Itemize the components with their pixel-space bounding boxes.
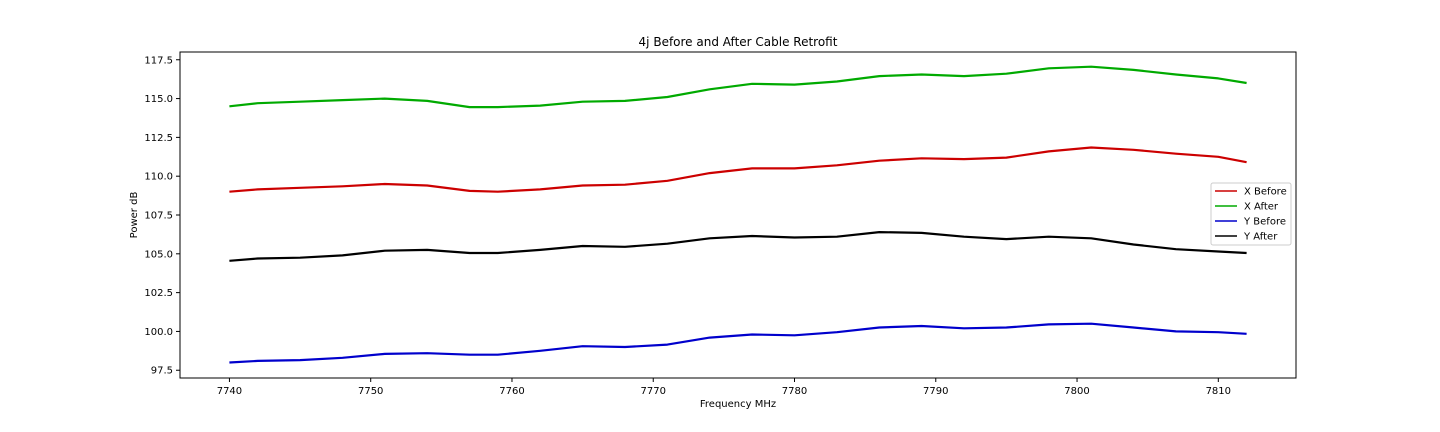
y-tick-label: 100.0 [144, 327, 173, 338]
series-layer [229, 65, 1247, 364]
y-tick-label: 117.5 [144, 55, 173, 66]
series-line-3 [229, 231, 1247, 262]
x-tick-label: 7750 [358, 386, 383, 397]
y-tick-label: 115.0 [144, 94, 173, 105]
legend: X Before X After Y Before Y After [1210, 182, 1292, 246]
legend-box [1210, 182, 1292, 246]
legend-label: Y Before [1243, 217, 1286, 228]
y-tick-label: 105.0 [144, 249, 173, 260]
series-line-0 [229, 146, 1247, 193]
x-tick-label: 7760 [499, 386, 524, 397]
y-axis: 97.5 100.0 102.5 105.0 107.5 110.0 112.5 115.0 1… [144, 55, 180, 377]
chart-title: 4j Before and After Cable Retrofit [639, 35, 838, 49]
y-tick-label: 97.5 [151, 366, 173, 377]
x-tick-label: 7740 [217, 386, 242, 397]
legend-label: X Before [1244, 187, 1287, 198]
y-tick-label: 102.5 [144, 288, 173, 299]
x-tick-label: 7800 [1064, 386, 1089, 397]
x-tick-label: 7790 [923, 386, 948, 397]
x-tick-label: 7770 [641, 386, 666, 397]
legend-label: Y After [1243, 232, 1278, 243]
legend-label: X After [1244, 202, 1279, 213]
y-axis-label: Power dB [129, 192, 140, 239]
series-line-2 [229, 322, 1247, 364]
y-tick-label: 112.5 [144, 133, 173, 144]
x-tick-label: 7780 [782, 386, 807, 397]
series-line-1 [229, 65, 1247, 109]
y-tick-label: 107.5 [144, 211, 173, 222]
y-tick-label: 110.0 [144, 172, 173, 183]
x-axis-label: Frequency MHz [700, 399, 776, 410]
x-tick-label: 7810 [1206, 386, 1231, 397]
x-axis: 7740 7750 7760 7770 7780 7790 7800 7810 [217, 378, 1231, 397]
